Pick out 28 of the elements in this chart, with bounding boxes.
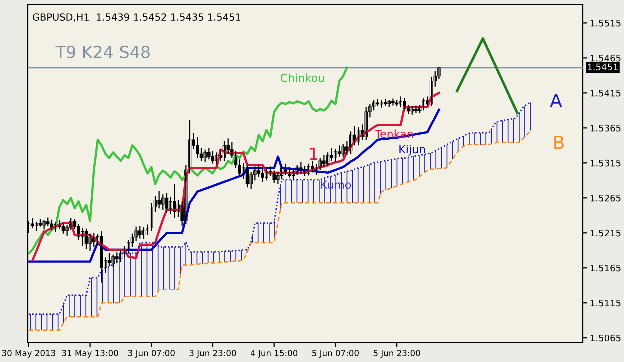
x-tick-label: 5 Jun 23:00 bbox=[374, 350, 420, 358]
annotation: 1 bbox=[310, 148, 318, 160]
x-tick-label: 5 Jun 07:00 bbox=[312, 350, 359, 358]
x-tick-label: 30 May 2013 bbox=[2, 350, 56, 358]
series-label: A bbox=[550, 94, 562, 108]
y-tick-label: 1.5465 bbox=[590, 54, 621, 62]
text: T9 K24 S48 bbox=[56, 46, 150, 58]
x-tick-label: 4 Jun 15:00 bbox=[250, 350, 298, 358]
x-tick-label: 3 Jun 07:00 bbox=[128, 350, 175, 358]
y-tick-label: 1.5515 bbox=[590, 20, 621, 27]
series-label: Chinkou bbox=[280, 74, 324, 82]
text: GBPUSD,H1 1.5439 1.5452 1.5435 1.5451 bbox=[32, 14, 240, 22]
y-tick-label: 1.5215 bbox=[590, 230, 621, 237]
ref-line-label: 1.5451 bbox=[588, 64, 618, 71]
y-tick-label: 1.5415 bbox=[590, 90, 621, 97]
series-label: Kijun bbox=[400, 145, 426, 156]
x-tick-label: 3 Jun 23:00 bbox=[190, 350, 236, 358]
series-label: Tenkan bbox=[375, 130, 414, 138]
y-tick-label: 1.5265 bbox=[590, 194, 621, 202]
candlestick bbox=[46, 217, 50, 227]
series-label: B bbox=[554, 136, 564, 150]
x-tick-label: 31 May 13:00 bbox=[62, 350, 118, 358]
y-tick-label: 1.5165 bbox=[590, 264, 621, 272]
candlestick bbox=[388, 100, 391, 108]
y-tick-label: 1.5115 bbox=[590, 300, 621, 307]
y-tick-label: 1.5315 bbox=[590, 160, 621, 167]
y-tick-label: 1.5065 bbox=[590, 334, 621, 342]
y-tick-label: 1.5365 bbox=[590, 124, 621, 132]
